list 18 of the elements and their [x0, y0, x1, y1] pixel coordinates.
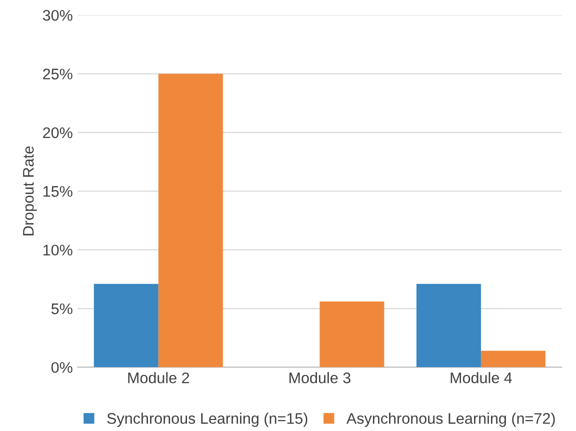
y-tick-label: 10% [43, 244, 72, 256]
bar [416, 284, 481, 368]
bar [320, 301, 384, 368]
y-tick-label: 15% [43, 186, 72, 197]
y-tick-label: 30% [42, 10, 72, 21]
bar [480, 350, 546, 368]
y-tick-label: 5% [51, 303, 72, 314]
bar [94, 284, 158, 368]
y-tick-label: 0% [51, 362, 72, 373]
legend-label: Asynchronous Learning (n=72) [346, 412, 555, 427]
y-tick-label: 20% [43, 127, 72, 138]
bar [158, 74, 223, 368]
x-tick-label: Module 2 [128, 372, 190, 384]
y-axis-title: Dropout Rate [23, 146, 37, 236]
x-tick-label: Module 4 [450, 372, 512, 384]
legend-label: Synchronous Learning (n=15) [107, 412, 308, 427]
y-tick-label: 25% [43, 68, 72, 80]
x-tick-label: Module 3 [290, 372, 350, 384]
